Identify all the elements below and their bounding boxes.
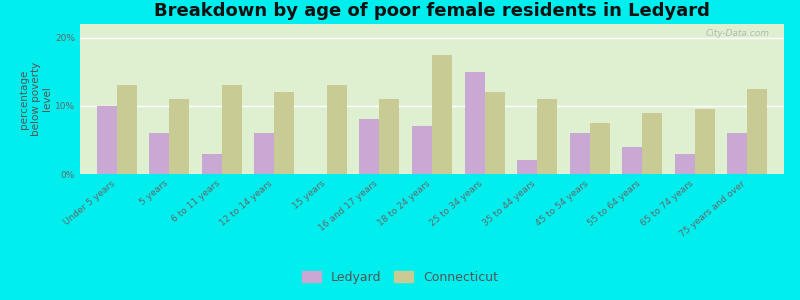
Bar	[254, 133, 274, 174]
Bar	[274, 92, 294, 174]
Legend: Ledyard, Connecticut: Ledyard, Connecticut	[298, 267, 502, 288]
Bar	[537, 99, 557, 174]
Bar	[727, 133, 747, 174]
Bar	[170, 99, 190, 174]
Bar	[642, 112, 662, 174]
Bar	[117, 85, 137, 174]
Bar	[622, 147, 642, 174]
Bar	[570, 133, 590, 174]
Bar	[590, 123, 610, 174]
Bar	[150, 133, 170, 174]
Bar	[694, 109, 714, 174]
Bar	[222, 85, 242, 174]
Bar	[359, 119, 379, 174]
Title: Breakdown by age of poor female residents in Ledyard: Breakdown by age of poor female resident…	[154, 2, 710, 20]
Bar	[465, 72, 485, 174]
Bar	[485, 92, 505, 174]
Bar	[97, 106, 117, 174]
Text: City-Data.com: City-Data.com	[706, 28, 770, 38]
Bar	[674, 154, 694, 174]
Bar	[747, 89, 767, 174]
Bar	[327, 85, 347, 174]
Bar	[432, 55, 452, 174]
Y-axis label: percentage
below poverty
level: percentage below poverty level	[19, 62, 52, 136]
Bar	[517, 160, 537, 174]
Bar	[379, 99, 399, 174]
Bar	[412, 126, 432, 174]
Bar	[202, 154, 222, 174]
